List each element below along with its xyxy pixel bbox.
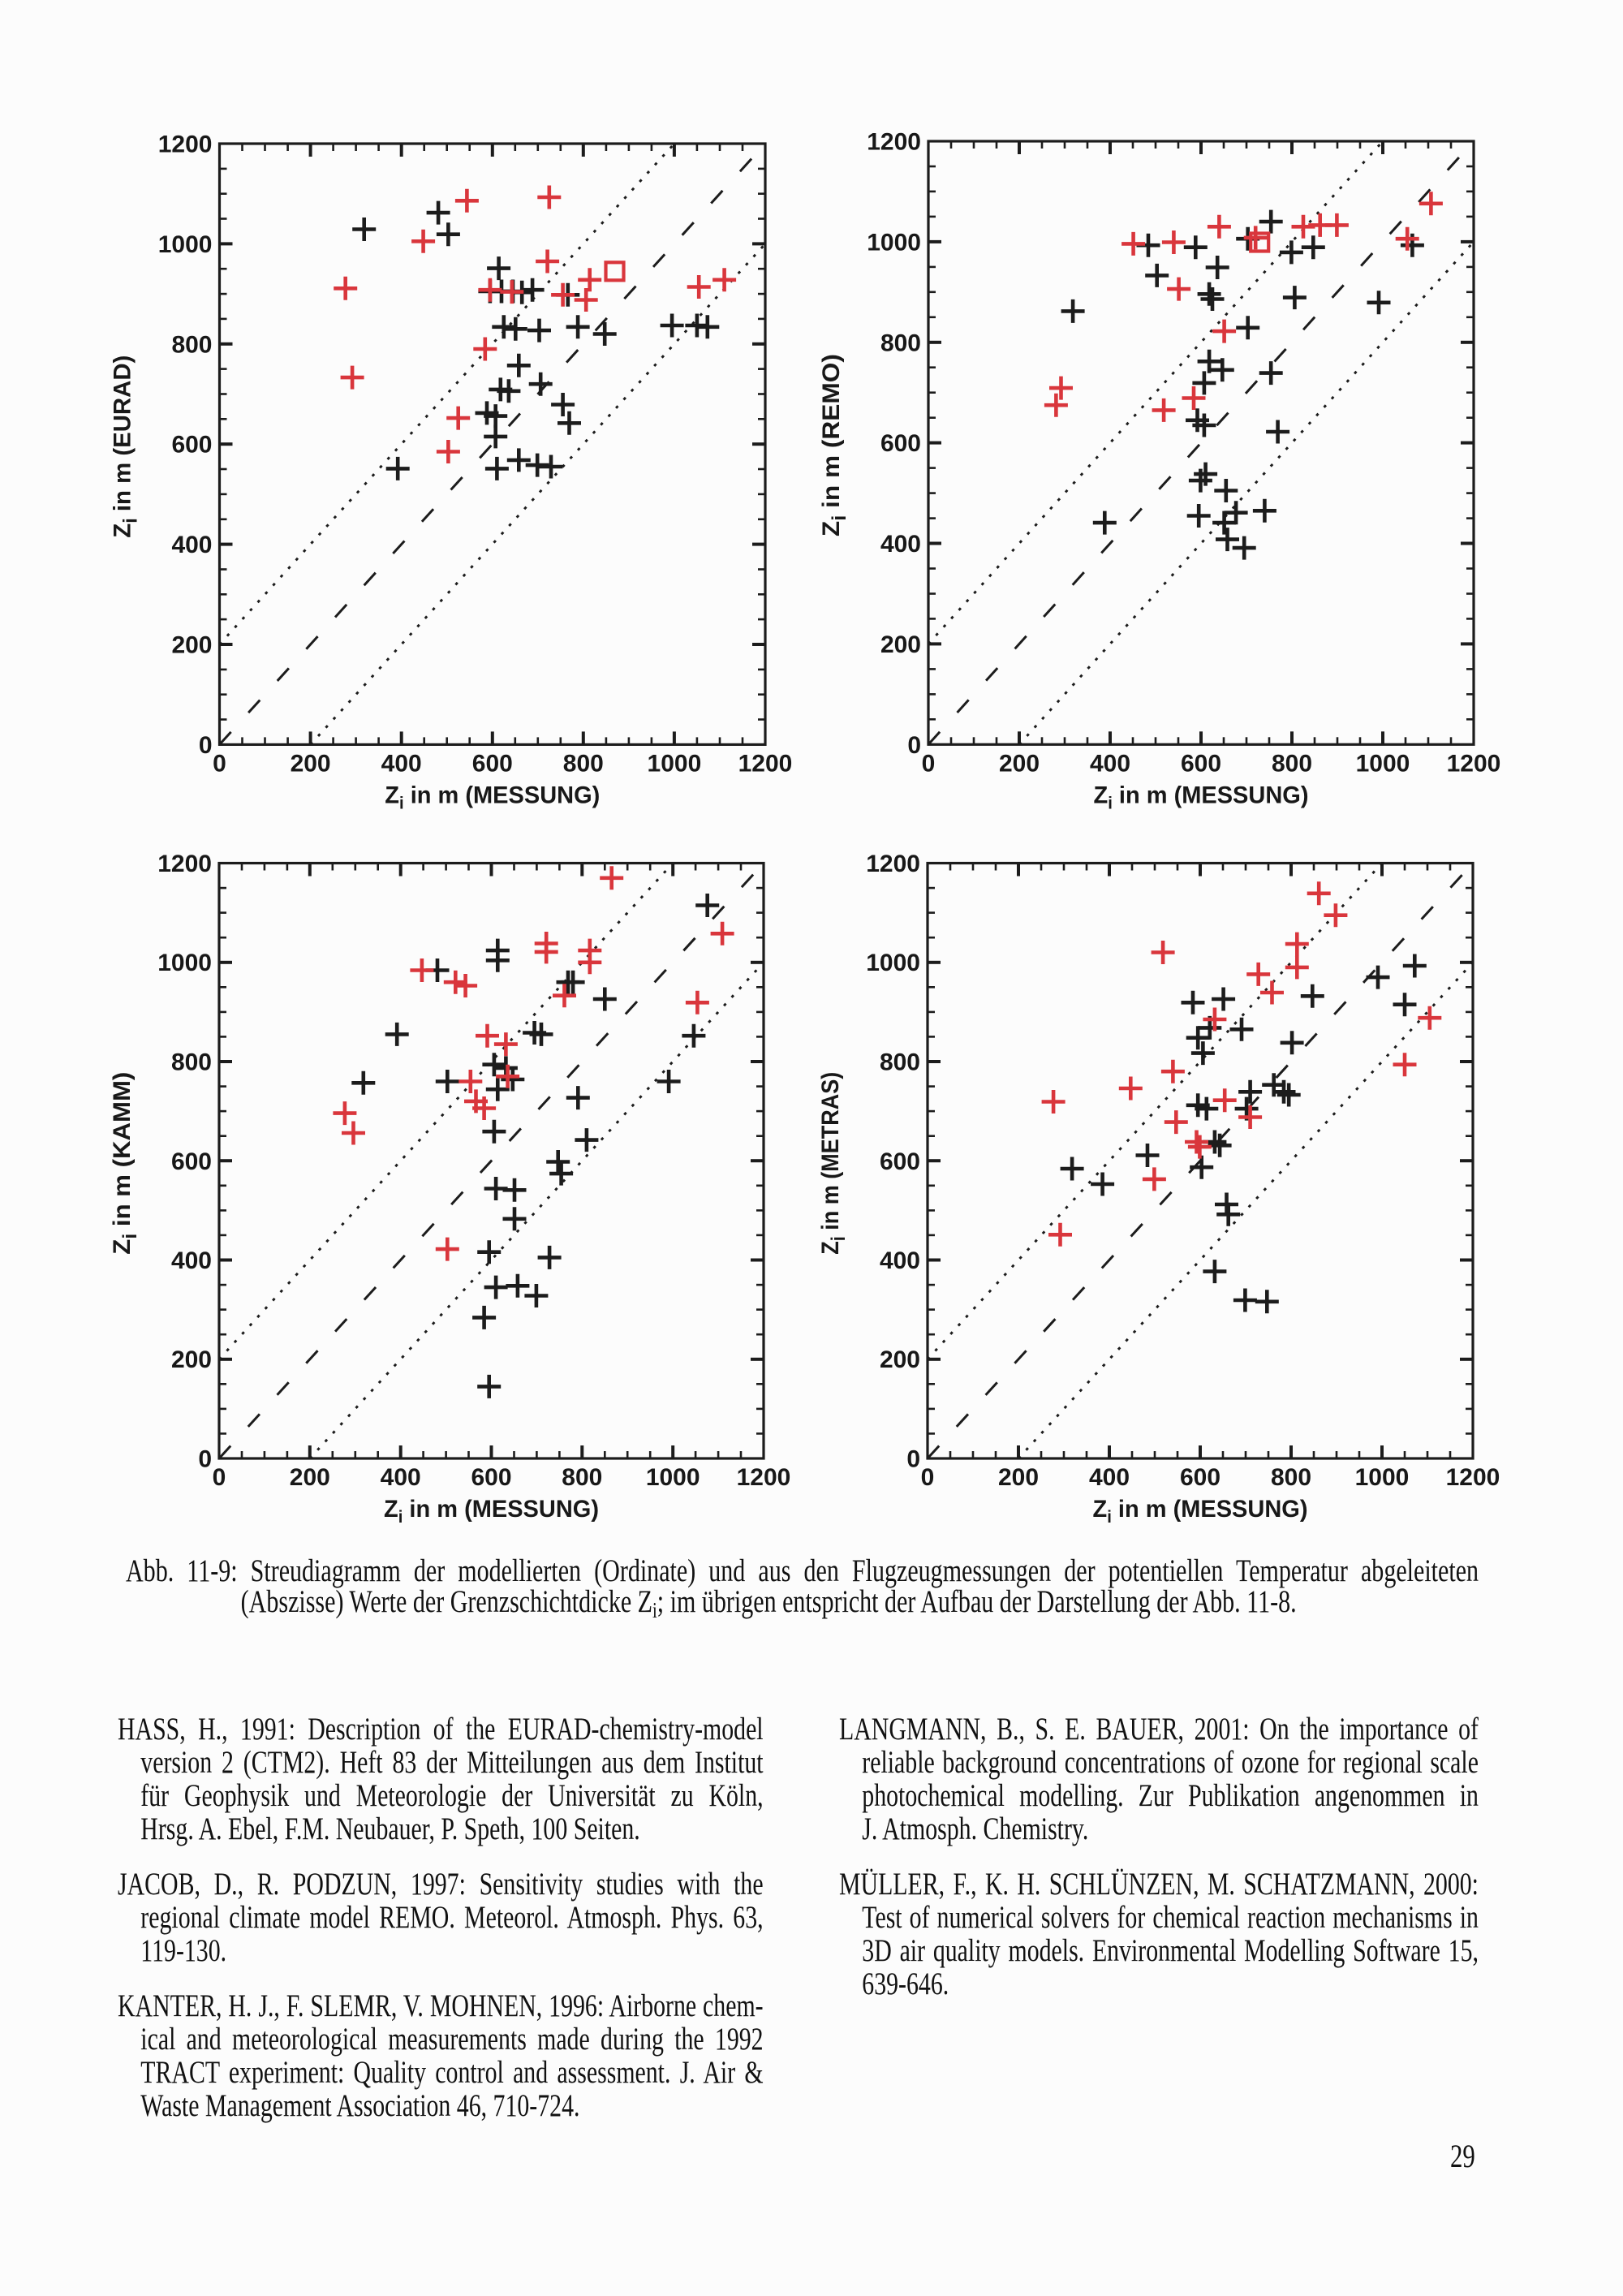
svg-text:0: 0	[906, 1446, 920, 1473]
svg-text:200: 200	[291, 750, 331, 777]
svg-text:1000: 1000	[157, 950, 212, 976]
svg-text:1200: 1200	[1447, 750, 1501, 777]
svg-text:800: 800	[880, 330, 921, 356]
svg-text:1000: 1000	[1356, 750, 1410, 777]
svg-text:400: 400	[1089, 1464, 1130, 1491]
svg-text:Zi in m (KAMM): Zi in m (KAMM)	[109, 1072, 141, 1255]
svg-text:1000: 1000	[646, 1464, 700, 1491]
svg-text:600: 600	[1180, 1464, 1220, 1491]
svg-text:800: 800	[1271, 1464, 1311, 1491]
svg-text:800: 800	[880, 1049, 920, 1076]
svg-text:1200: 1200	[737, 1464, 791, 1491]
svg-text:400: 400	[880, 531, 921, 558]
svg-text:200: 200	[880, 1346, 920, 1373]
svg-text:1000: 1000	[648, 750, 702, 777]
svg-text:400: 400	[171, 1247, 212, 1274]
svg-text:1000: 1000	[867, 229, 921, 256]
svg-text:600: 600	[880, 1148, 920, 1175]
svg-text:1000: 1000	[866, 950, 920, 976]
svg-text:800: 800	[562, 1464, 602, 1491]
svg-text:1200: 1200	[1446, 1464, 1500, 1491]
svg-text:600: 600	[880, 430, 921, 457]
svg-text:0: 0	[199, 732, 213, 759]
svg-text:1200: 1200	[157, 851, 212, 877]
svg-text:1200: 1200	[867, 129, 921, 156]
svg-text:0: 0	[921, 1464, 935, 1491]
svg-text:Zi in m (MESSUNG): Zi in m (MESSUNG)	[1093, 1496, 1308, 1527]
svg-text:1000: 1000	[1355, 1464, 1410, 1491]
svg-text:800: 800	[171, 331, 212, 358]
svg-text:200: 200	[290, 1464, 330, 1491]
svg-text:600: 600	[1181, 750, 1221, 777]
svg-text:400: 400	[381, 1464, 421, 1491]
svg-text:200: 200	[171, 632, 212, 659]
svg-text:0: 0	[213, 1464, 226, 1491]
svg-text:Zi in m (REMO): Zi in m (REMO)	[818, 354, 850, 536]
svg-text:200: 200	[171, 1346, 212, 1373]
svg-text:200: 200	[998, 1464, 1039, 1491]
svg-text:Zi in m (METRAS): Zi in m (METRAS)	[817, 1072, 850, 1255]
svg-text:0: 0	[922, 750, 936, 777]
svg-text:800: 800	[563, 750, 604, 777]
svg-text:1200: 1200	[738, 750, 793, 777]
svg-text:400: 400	[880, 1247, 920, 1274]
svg-text:800: 800	[171, 1049, 212, 1076]
svg-text:600: 600	[171, 432, 212, 459]
svg-text:800: 800	[1272, 750, 1312, 777]
svg-text:0: 0	[213, 750, 226, 777]
svg-text:Zi in m (MESSUNG): Zi in m (MESSUNG)	[1094, 782, 1309, 812]
svg-text:1000: 1000	[158, 231, 213, 258]
svg-text:1200: 1200	[866, 851, 920, 877]
svg-text:200: 200	[880, 631, 921, 658]
svg-text:600: 600	[171, 1148, 212, 1175]
svg-text:600: 600	[471, 1464, 511, 1491]
svg-text:200: 200	[999, 750, 1040, 777]
svg-text:0: 0	[198, 1446, 212, 1473]
svg-text:1200: 1200	[158, 131, 213, 158]
svg-text:400: 400	[381, 750, 422, 777]
svg-text:Zi in m (EURAD): Zi in m (EURAD)	[110, 355, 142, 538]
svg-text:Zi in m (MESSUNG): Zi in m (MESSUNG)	[384, 1496, 599, 1527]
svg-text:400: 400	[171, 532, 212, 558]
svg-text:600: 600	[472, 750, 513, 777]
svg-text:0: 0	[907, 732, 921, 759]
svg-text:Zi in m (MESSUNG): Zi in m (MESSUNG)	[385, 782, 600, 812]
svg-text:400: 400	[1090, 750, 1130, 777]
